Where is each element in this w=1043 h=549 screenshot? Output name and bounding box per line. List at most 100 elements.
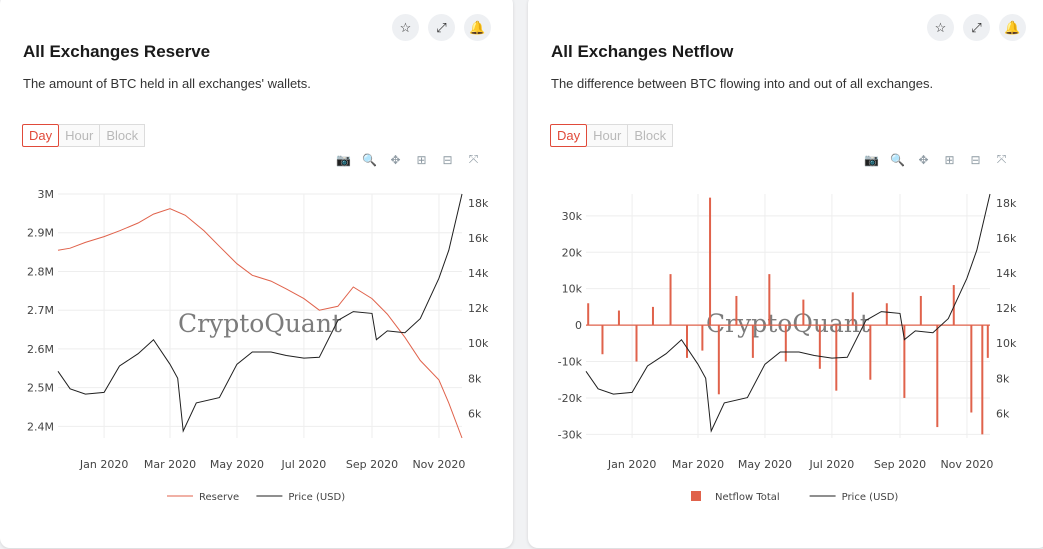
netflow-bar xyxy=(701,325,704,351)
zoom-in-icon[interactable]: ⊞ xyxy=(944,152,955,167)
price-line xyxy=(57,193,463,433)
netflow-bar xyxy=(669,274,672,326)
x-tick-label: May 2020 xyxy=(738,458,792,471)
y-tick-label: 2.4M xyxy=(27,420,54,433)
autoscale-icon[interactable]: ⤧ xyxy=(468,152,479,166)
chart-modebar: 📷 🔍 ✥ ⊞ ⊟ ⤧ xyxy=(336,152,481,167)
chart-description: The difference between BTC flowing into … xyxy=(551,76,934,91)
tab-block[interactable]: Block xyxy=(100,124,146,147)
zoom-in-icon[interactable]: ⊞ xyxy=(416,152,427,167)
y2-tick-label: 16k xyxy=(996,232,1017,245)
netflow-bar xyxy=(936,325,939,428)
y2-tick-label: 18k xyxy=(996,197,1017,210)
bell-icon[interactable]: 🔔 xyxy=(999,14,1026,41)
bell-icon[interactable]: 🔔 xyxy=(464,14,491,41)
y2-tick-label: 12k xyxy=(468,302,489,315)
y2-tick-label: 14k xyxy=(996,267,1017,280)
legend-label: Price (USD) xyxy=(842,492,899,503)
y-tick-label: 20k xyxy=(562,246,583,259)
tab-hour[interactable]: Hour xyxy=(59,124,101,147)
netflow-card: ☆ ⤢ 🔔 All Exchanges Netflow The differen… xyxy=(528,0,1043,548)
zoom-icon[interactable]: 🔍 xyxy=(362,152,377,167)
legend-label: Price (USD) xyxy=(288,492,345,503)
netflow-bar xyxy=(717,325,720,395)
y2-tick-label: 14k xyxy=(468,267,489,280)
watermark: CryptoQuant xyxy=(178,309,342,338)
netflow-bar xyxy=(981,325,984,435)
netflow-bar xyxy=(751,325,754,358)
y-tick-label: -30k xyxy=(558,428,583,441)
y-tick-label: 2.9M xyxy=(27,227,54,240)
x-tick-label: Nov 2020 xyxy=(412,458,465,471)
pan-icon[interactable]: ✥ xyxy=(390,152,401,167)
tab-day[interactable]: Day xyxy=(550,124,588,147)
zoom-out-icon[interactable]: ⊟ xyxy=(970,152,981,167)
reserve-chart[interactable]: 3M 2.9M 2.8M 2.7M 2.6M 2.5M 2.4M 18k 16k 14k 12k 10… xyxy=(0,184,513,524)
x-tick-label: Sep 2020 xyxy=(874,458,926,471)
netflow-bar xyxy=(818,325,821,369)
price-line xyxy=(585,193,991,433)
chart-title: All Exchanges Netflow xyxy=(551,42,734,61)
expand-icon[interactable]: ⤢ xyxy=(428,14,455,41)
star-icon[interactable]: ☆ xyxy=(927,14,954,41)
netflow-bar xyxy=(851,292,854,326)
legend-label: Netflow Total xyxy=(715,492,780,503)
camera-icon[interactable]: 📷 xyxy=(864,152,879,167)
x-tick-label: Jul 2020 xyxy=(281,458,327,471)
netflow-bar xyxy=(617,310,620,326)
netflow-bar xyxy=(970,325,973,413)
y2-tick-label: 8k xyxy=(996,372,1010,385)
y-tick-label: -20k xyxy=(558,392,583,405)
interval-tabs: Day Hour Block xyxy=(22,124,146,147)
netflow-bar xyxy=(869,325,872,380)
netflow-bar xyxy=(784,325,787,362)
star-icon[interactable]: ☆ xyxy=(392,14,419,41)
y2-tick-label: 6k xyxy=(468,407,482,420)
x-tick-label: Mar 2020 xyxy=(144,458,196,471)
legend-label: Reserve xyxy=(199,492,239,503)
x-tick-label: May 2020 xyxy=(210,458,264,471)
y2-tick-label: 16k xyxy=(468,232,489,245)
watermark: CryptoQuant xyxy=(706,309,870,338)
netflow-bar xyxy=(635,325,638,362)
reserve-card: ☆ ⤢ 🔔 All Exchanges Reserve The amount o… xyxy=(0,0,513,548)
tab-hour[interactable]: Hour xyxy=(587,124,629,147)
y-tick-label: 2.5M xyxy=(27,382,54,395)
netflow-bar xyxy=(986,325,989,358)
netflow-chart[interactable]: 30k 20k 10k 0 -10k -20k -30k 18k 16k 14k 12k 10k 8k 6… xyxy=(528,184,1043,524)
y-tick-label: 2.7M xyxy=(27,304,54,317)
netflow-bar xyxy=(601,325,604,355)
chart-title: All Exchanges Reserve xyxy=(23,42,211,61)
y2-tick-label: 18k xyxy=(468,197,489,210)
y-tick-label: 3M xyxy=(38,188,55,201)
chart-modebar: 📷 🔍 ✥ ⊞ ⊟ ⤧ xyxy=(864,152,1009,167)
y2-tick-label: 6k xyxy=(996,407,1010,420)
interval-tabs: Day Hour Block xyxy=(550,124,674,147)
reserve-line xyxy=(57,208,463,439)
card-actions: ☆ ⤢ 🔔 xyxy=(392,14,491,41)
y-tick-label: 10k xyxy=(562,283,583,296)
x-tick-label: Mar 2020 xyxy=(672,458,724,471)
netflow-bar xyxy=(709,197,712,326)
expand-icon[interactable]: ⤢ xyxy=(963,14,990,41)
pan-icon[interactable]: ✥ xyxy=(918,152,929,167)
y-tick-label: 2.6M xyxy=(27,343,54,356)
netflow-bar xyxy=(651,306,654,326)
x-tick-label: Jan 2020 xyxy=(607,458,656,471)
tab-block[interactable]: Block xyxy=(628,124,674,147)
card-actions: ☆ ⤢ 🔔 xyxy=(927,14,1026,41)
camera-icon[interactable]: 📷 xyxy=(336,152,351,167)
x-tick-label: Jul 2020 xyxy=(809,458,855,471)
x-tick-label: Sep 2020 xyxy=(346,458,398,471)
tab-day[interactable]: Day xyxy=(22,124,60,147)
zoom-out-icon[interactable]: ⊟ xyxy=(442,152,453,167)
netflow-bar xyxy=(952,285,955,326)
y-tick-label: 30k xyxy=(562,210,583,223)
netflow-bar xyxy=(885,303,888,326)
netflow-bar xyxy=(919,295,922,326)
y-tick-label: 2.8M xyxy=(27,265,54,278)
x-tick-label: Nov 2020 xyxy=(940,458,993,471)
y-tick-label: -10k xyxy=(558,356,583,369)
autoscale-icon[interactable]: ⤧ xyxy=(996,152,1007,166)
zoom-icon[interactable]: 🔍 xyxy=(890,152,905,167)
